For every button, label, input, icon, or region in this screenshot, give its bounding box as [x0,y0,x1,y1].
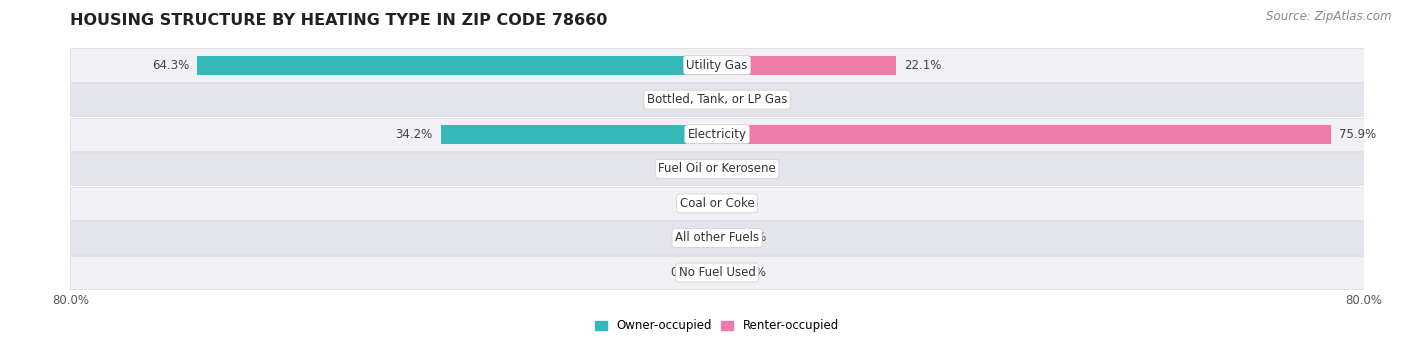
Legend: Owner-occupied, Renter-occupied: Owner-occupied, Renter-occupied [591,315,844,337]
Text: Bottled, Tank, or LP Gas: Bottled, Tank, or LP Gas [647,93,787,106]
Text: 0.88%: 0.88% [665,93,702,106]
Bar [70,83,1364,116]
Bar [70,256,1364,289]
Bar [714,159,717,178]
Bar [717,228,721,248]
Text: 22.1%: 22.1% [904,59,941,72]
Text: 0.29%: 0.29% [669,162,707,175]
Text: Utility Gas: Utility Gas [686,59,748,72]
Bar [717,125,1330,144]
Bar [197,56,717,75]
Bar [70,118,1364,151]
Text: 0.49%: 0.49% [730,232,766,244]
Text: 0.08%: 0.08% [671,232,709,244]
Bar [717,263,721,282]
Bar [710,90,717,109]
Text: 0.92%: 0.92% [733,93,770,106]
Text: 75.9%: 75.9% [1339,128,1376,141]
Bar [70,187,1364,220]
Bar [440,125,717,144]
Text: 0.0%: 0.0% [675,197,704,210]
Text: Source: ZipAtlas.com: Source: ZipAtlas.com [1267,10,1392,23]
Text: 0.53%: 0.53% [730,266,766,279]
Text: 64.3%: 64.3% [152,59,190,72]
Text: Fuel Oil or Kerosene: Fuel Oil or Kerosene [658,162,776,175]
Text: 0.0%: 0.0% [730,162,759,175]
Bar [70,221,1364,255]
Bar [716,263,717,282]
Text: 34.2%: 34.2% [395,128,433,141]
Text: 0.24%: 0.24% [669,266,707,279]
Bar [70,152,1364,186]
Text: Electricity: Electricity [688,128,747,141]
Text: 0.0%: 0.0% [730,197,759,210]
Bar [717,90,724,109]
Text: HOUSING STRUCTURE BY HEATING TYPE IN ZIP CODE 78660: HOUSING STRUCTURE BY HEATING TYPE IN ZIP… [70,13,607,28]
Bar [717,56,896,75]
Bar [70,48,1364,81]
Text: No Fuel Used: No Fuel Used [679,266,755,279]
Text: All other Fuels: All other Fuels [675,232,759,244]
Text: Coal or Coke: Coal or Coke [679,197,755,210]
